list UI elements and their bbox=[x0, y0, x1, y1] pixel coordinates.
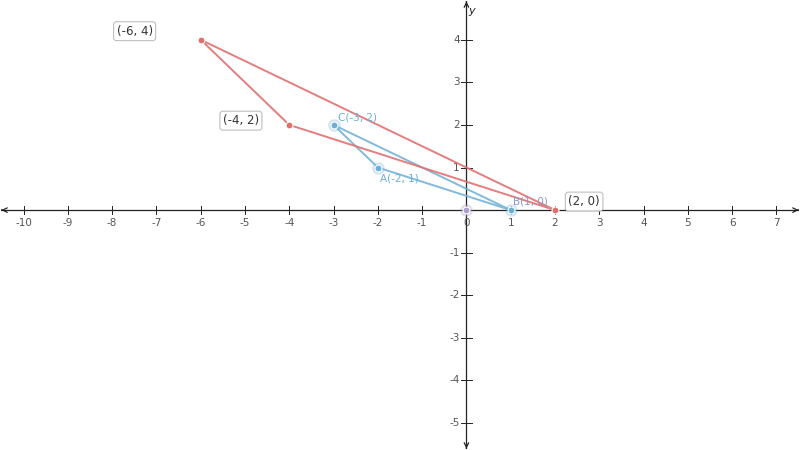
Text: -1: -1 bbox=[450, 248, 460, 258]
Text: C(-3, 2): C(-3, 2) bbox=[338, 113, 377, 123]
Text: 6: 6 bbox=[729, 218, 735, 228]
Text: 1: 1 bbox=[453, 162, 460, 172]
Text: -4: -4 bbox=[284, 218, 294, 228]
Text: -10: -10 bbox=[15, 218, 32, 228]
Text: 4: 4 bbox=[453, 35, 460, 45]
Text: -7: -7 bbox=[151, 218, 162, 228]
Text: B(1, 0): B(1, 0) bbox=[513, 197, 548, 207]
Text: -2: -2 bbox=[373, 218, 383, 228]
Text: 1: 1 bbox=[507, 218, 514, 228]
Text: 2: 2 bbox=[453, 120, 460, 130]
Text: -3: -3 bbox=[328, 218, 338, 228]
Text: (-6, 4): (-6, 4) bbox=[117, 25, 153, 38]
Text: -5: -5 bbox=[450, 418, 460, 428]
Text: 7: 7 bbox=[773, 218, 780, 228]
Text: -9: -9 bbox=[62, 218, 73, 228]
Text: (2, 0): (2, 0) bbox=[568, 195, 600, 208]
Text: (-4, 2): (-4, 2) bbox=[223, 114, 259, 127]
Text: A(-2, 1): A(-2, 1) bbox=[380, 174, 419, 184]
Text: y: y bbox=[469, 6, 475, 16]
Text: 2: 2 bbox=[552, 218, 558, 228]
Text: -5: -5 bbox=[240, 218, 250, 228]
Text: 0: 0 bbox=[463, 218, 470, 228]
Text: -6: -6 bbox=[195, 218, 206, 228]
Text: -2: -2 bbox=[450, 290, 460, 300]
Text: -1: -1 bbox=[417, 218, 427, 228]
Text: -4: -4 bbox=[450, 375, 460, 386]
Text: -8: -8 bbox=[107, 218, 118, 228]
Text: 4: 4 bbox=[640, 218, 647, 228]
Text: 3: 3 bbox=[453, 77, 460, 87]
Text: 3: 3 bbox=[596, 218, 602, 228]
Text: 5: 5 bbox=[685, 218, 691, 228]
Text: -3: -3 bbox=[450, 333, 460, 343]
